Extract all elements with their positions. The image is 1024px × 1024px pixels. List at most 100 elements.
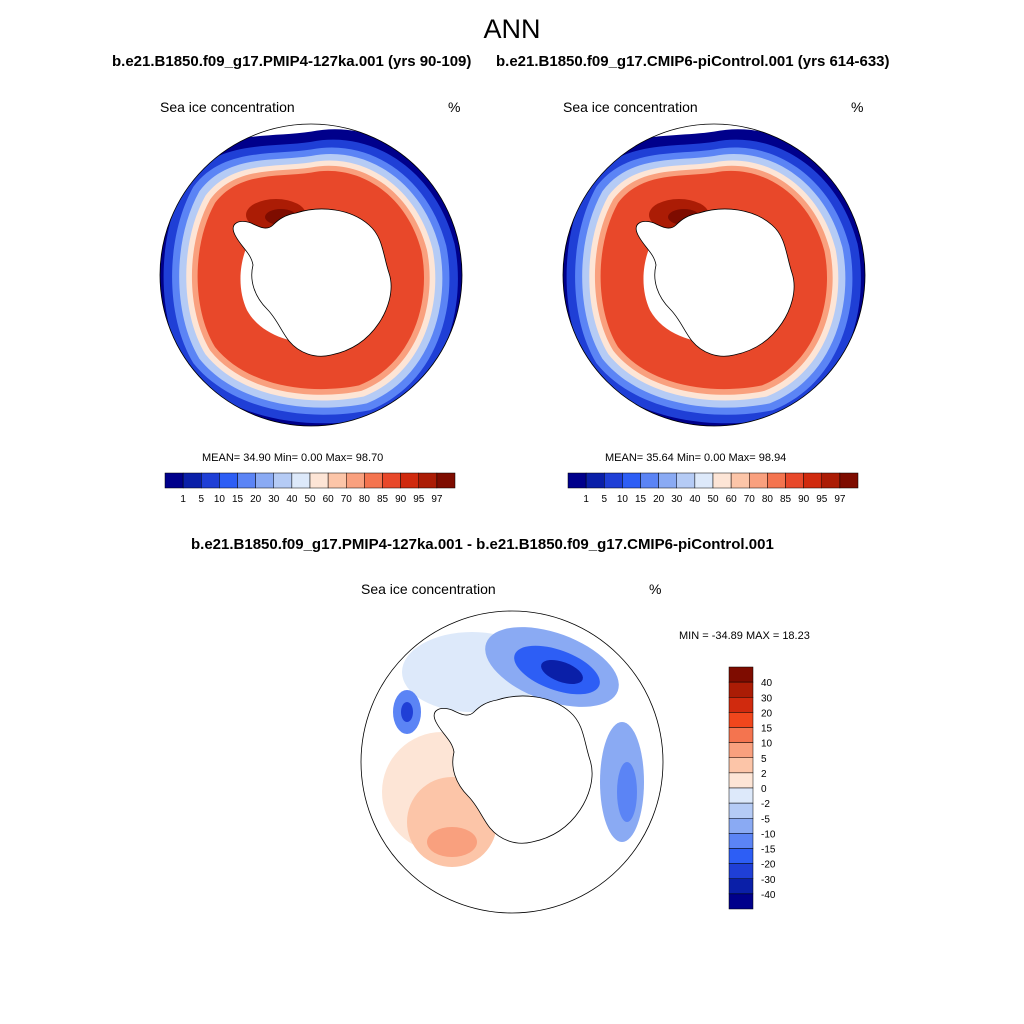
panel2-colorbar-swatch xyxy=(694,472,714,489)
panel3-colorbar-swatch xyxy=(728,742,754,758)
panel2-variable-label: Sea ice concentration xyxy=(563,99,698,115)
panel1-colorbar-tick-label: 20 xyxy=(250,494,262,505)
panel2-colorbar-swatch xyxy=(821,472,841,489)
panel3-colorbar-swatch xyxy=(728,878,754,895)
panel1-colorbar-tick-label: 15 xyxy=(232,494,244,505)
panel2-colorbar-tick-label: 80 xyxy=(762,494,774,505)
panel1-colorbar-swatch xyxy=(327,472,347,489)
panel3-colorbar-swatch xyxy=(728,757,754,774)
panel3-colorbar-swatch xyxy=(728,802,754,819)
panel3-colorbar-tick-label: 15 xyxy=(761,724,773,735)
panel1-colorbar-tick-label: 95 xyxy=(413,494,425,505)
panel1-header: b.e21.B1850.f09_g17.PMIP4-127ka.001 (yrs… xyxy=(112,53,472,70)
panel2-colorbar-swatch xyxy=(622,472,641,489)
panel2-colorbar-tick-label: 1 xyxy=(583,494,589,505)
panel3-colorbar-swatch xyxy=(728,893,754,910)
panel1-colorbar-tick-label: 60 xyxy=(323,494,335,505)
panel3-colorbar-swatch xyxy=(728,848,754,864)
panel3-colorbar-tick-label: 20 xyxy=(761,708,773,719)
panel2-colorbar-swatch xyxy=(712,472,732,489)
panel2-header: b.e21.B1850.f09_g17.CMIP6-piControl.001 … xyxy=(496,53,890,70)
panel1-colorbar-swatch xyxy=(164,472,184,489)
panel1-colorbar-swatch xyxy=(400,472,419,489)
panel2-colorbar-swatch xyxy=(604,472,623,489)
panel2-colorbar-tick-label: 20 xyxy=(653,494,665,505)
panel1-colorbar-swatch xyxy=(418,472,438,489)
panel3-stats: MIN = -34.89 MAX = 18.23 xyxy=(679,630,810,642)
panel2-stats: MEAN= 35.64 Min= 0.00 Max= 98.94 xyxy=(605,452,787,464)
panel1-colorbar-swatch xyxy=(382,472,401,489)
panel2-colorbar-tick-label: 85 xyxy=(780,494,792,505)
panel2-colorbar-swatch xyxy=(785,472,804,489)
panel1-colorbar-tick-label: 70 xyxy=(341,494,353,505)
panel1-colorbar-swatch xyxy=(182,472,202,489)
panel2-colorbar-tick-label: 95 xyxy=(816,494,828,505)
panel3-colorbar-tick-label: 0 xyxy=(761,784,767,795)
panel2-colorbar-swatch xyxy=(676,472,696,489)
panel3-colorbar-swatch xyxy=(728,666,754,683)
panel3-colorbar-swatch xyxy=(728,712,754,728)
panel1-colorbar-swatch xyxy=(237,472,256,489)
panel2-colorbar-swatch xyxy=(585,472,605,489)
panel1-colorbar-tick-label: 97 xyxy=(431,494,443,505)
panel3-colorbar-swatch xyxy=(728,833,754,849)
panel3-colorbar-swatch xyxy=(728,787,754,804)
panel3-units-label: % xyxy=(649,581,662,597)
panel3-colorbar-swatch xyxy=(728,727,754,743)
panel3-colorbar-tick-label: 30 xyxy=(761,693,773,704)
panel2-map xyxy=(562,123,866,427)
panel1-colorbar-swatch xyxy=(346,472,365,489)
panel1-colorbar-swatch xyxy=(436,472,456,489)
panel1-colorbar-swatch xyxy=(309,472,329,489)
panel2-colorbar-tick-label: 15 xyxy=(635,494,647,505)
panel3-colorbar-swatch xyxy=(728,863,754,879)
panel3-colorbar-tick-label: 40 xyxy=(761,678,773,689)
panel1-colorbar-tick-label: 10 xyxy=(214,494,226,505)
panel2-colorbar-tick-label: 40 xyxy=(689,494,701,505)
panel1-units-label: % xyxy=(448,99,461,115)
panel2-colorbar-tick-label: 50 xyxy=(707,494,719,505)
panel1-colorbar-tick-label: 30 xyxy=(268,494,280,505)
panel2-colorbar-tick-label: 90 xyxy=(798,494,810,505)
panel2-colorbar-tick-label: 5 xyxy=(601,494,607,505)
panel3-colorbar-tick-label: 5 xyxy=(761,754,767,765)
panel3-colorbar-tick-label: -10 xyxy=(761,829,776,840)
panel1-variable-label: Sea ice concentration xyxy=(160,99,295,115)
panel2-colorbar-tick-label: 97 xyxy=(834,494,846,505)
figure-title: ANN xyxy=(483,14,541,44)
panel1-colorbar-tick-label: 90 xyxy=(395,494,407,505)
panel2-colorbar-swatch xyxy=(767,472,786,489)
panel3-colorbar-swatch xyxy=(728,681,754,698)
panel1-colorbar-tick-label: 40 xyxy=(286,494,298,505)
panel1-stats: MEAN= 34.90 Min= 0.00 Max= 98.70 xyxy=(202,452,384,464)
panel3-colorbar-swatch xyxy=(728,697,754,713)
panel3-colorbar-tick-label: 10 xyxy=(761,739,773,750)
panel3-colorbar-tick-label: 2 xyxy=(761,769,767,780)
panel1-colorbar-swatch xyxy=(255,472,274,489)
panel3-variable-label: Sea ice concentration xyxy=(361,581,496,597)
panel3-colorbar-tick-label: -15 xyxy=(761,845,776,856)
panel2-colorbar-swatch xyxy=(839,472,859,489)
panel3-colorbar-tick-label: -20 xyxy=(761,860,776,871)
panel1-map xyxy=(159,123,463,427)
panel2-colorbar-tick-label: 10 xyxy=(617,494,629,505)
panel1-colorbar-swatch xyxy=(291,472,311,489)
panel2-colorbar-swatch xyxy=(803,472,822,489)
panel2-colorbar-swatch xyxy=(658,472,677,489)
panel1-colorbar-tick-label: 85 xyxy=(377,494,389,505)
panel1-colorbar-swatch xyxy=(201,472,220,489)
panel2-colorbar-swatch xyxy=(749,472,768,489)
panel2-colorbar-swatch xyxy=(640,472,659,489)
panel3-colorbar-swatch xyxy=(728,772,754,789)
panel2-colorbar-swatch xyxy=(567,472,587,489)
panel3-colorbar-tick-label: -30 xyxy=(761,875,776,886)
panel1-colorbar-swatch xyxy=(364,472,383,489)
panel2-colorbar-tick-label: 70 xyxy=(744,494,756,505)
panel3-map xyxy=(360,610,664,914)
panel1-colorbar-tick-label: 5 xyxy=(198,494,204,505)
panel2-colorbar-tick-label: 60 xyxy=(726,494,738,505)
panel2-units-label: % xyxy=(851,99,864,115)
panel3-colorbar-tick-label: -5 xyxy=(761,814,770,825)
